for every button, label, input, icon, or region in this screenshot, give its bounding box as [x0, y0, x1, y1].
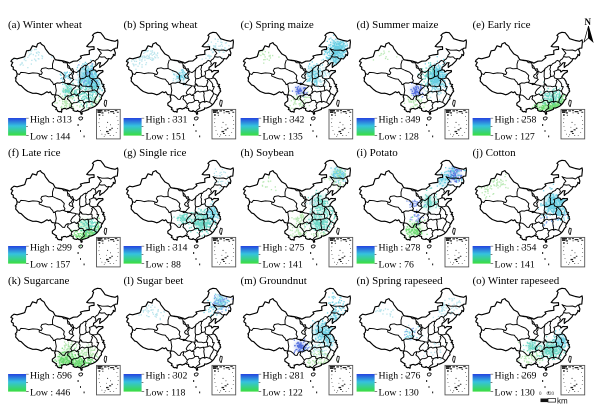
svg-text:(j) Cotton: (j) Cotton [473, 147, 517, 159]
svg-text:(k) Sugarcane: (k) Sugarcane [8, 275, 70, 287]
svg-text:Low : 144: Low : 144 [30, 132, 70, 143]
svg-text:High : 314: High : 314 [146, 243, 188, 254]
svg-text:(i) Potato: (i) Potato [357, 147, 399, 159]
svg-text:Low : 141: Low : 141 [263, 260, 303, 271]
svg-text:(e) Early rice: (e) Early rice [473, 19, 531, 31]
svg-text:(n) Spring rapeseed: (n) Spring rapeseed [357, 275, 444, 287]
svg-text:Low : 118: Low : 118 [146, 388, 186, 399]
svg-text:Low : 127: Low : 127 [495, 132, 535, 143]
svg-text:Low : 135: Low : 135 [263, 132, 303, 143]
svg-text:Low : 76: Low : 76 [379, 260, 414, 271]
svg-text:Low : 128: Low : 128 [379, 132, 419, 143]
svg-text:High : 278: High : 278 [379, 243, 421, 254]
svg-text:High : 313: High : 313 [30, 115, 72, 126]
svg-text:(m) Groundnut: (m) Groundnut [241, 275, 307, 287]
svg-text:(a) Winter wheat: (a) Winter wheat [8, 19, 82, 31]
svg-text:(o) Winter rapeseed: (o) Winter rapeseed [473, 275, 560, 287]
svg-text:High : 275: High : 275 [263, 243, 305, 254]
svg-text:High : 258: High : 258 [495, 115, 537, 126]
svg-text:(b) Spring wheat: (b) Spring wheat [124, 19, 198, 31]
svg-text:High : 299: High : 299 [30, 243, 72, 254]
svg-text:High : 349: High : 349 [379, 115, 421, 126]
svg-text:0: 0 [539, 392, 542, 397]
svg-text:High : 342: High : 342 [263, 115, 305, 126]
svg-text:Low : 130: Low : 130 [379, 388, 419, 399]
svg-text:Low : 141: Low : 141 [495, 260, 535, 271]
svg-text:(d) Summer maize: (d) Summer maize [357, 19, 439, 31]
svg-text:High : 281: High : 281 [263, 371, 305, 382]
svg-text:km: km [557, 397, 568, 406]
svg-text:High : 269: High : 269 [495, 371, 537, 382]
svg-text:Low : 130: Low : 130 [495, 388, 535, 399]
svg-text:(g) Single rice: (g) Single rice [124, 147, 187, 159]
svg-text:High : 302: High : 302 [146, 371, 188, 382]
svg-text:Low : 157: Low : 157 [30, 260, 70, 271]
svg-text:Low : 446: Low : 446 [30, 388, 70, 399]
svg-text:N: N [585, 17, 592, 27]
svg-text:620: 620 [547, 392, 555, 397]
svg-text:(h) Soybean: (h) Soybean [241, 147, 295, 159]
svg-text:(f) Late rice: (f) Late rice [8, 147, 61, 159]
svg-text:High : 596: High : 596 [30, 371, 72, 382]
svg-text:High : 276: High : 276 [379, 371, 421, 382]
svg-text:High : 354: High : 354 [495, 243, 537, 254]
svg-text:Low : 122: Low : 122 [263, 388, 303, 399]
svg-text:High : 331: High : 331 [146, 115, 188, 126]
svg-text:Low : 151: Low : 151 [146, 132, 186, 143]
svg-text:(c) Spring maize: (c) Spring maize [241, 19, 314, 31]
svg-text:Low : 88: Low : 88 [146, 260, 181, 271]
svg-text:(l) Sugar beet: (l) Sugar beet [124, 275, 184, 287]
